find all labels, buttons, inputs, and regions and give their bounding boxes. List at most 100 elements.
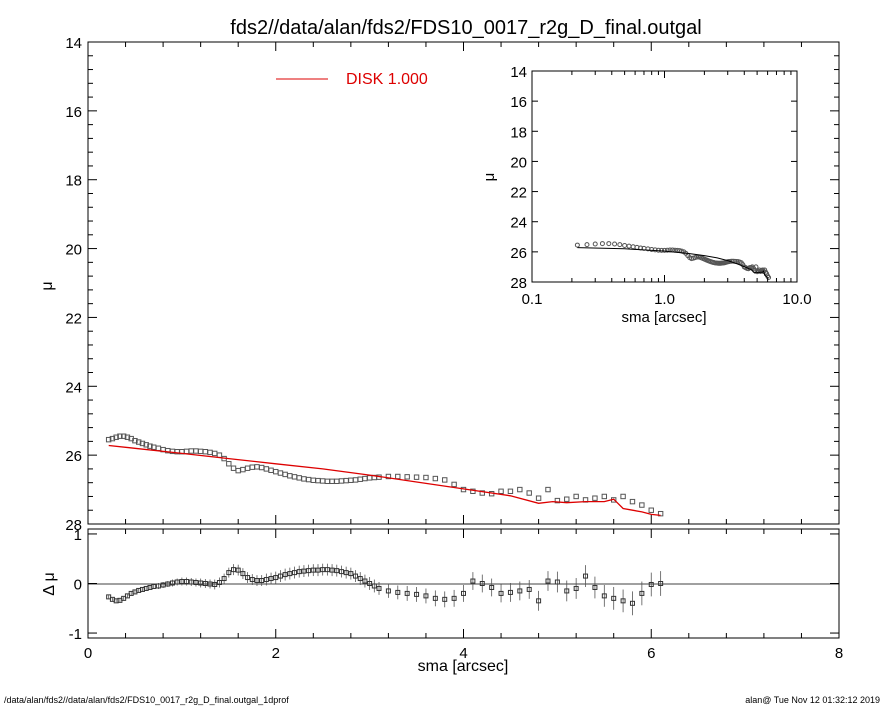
residual-data-point [611, 595, 617, 601]
main-data-point [254, 464, 260, 470]
residual-x-ticks: 0 2 4 6 8 [84, 529, 843, 662]
inset-data-point [662, 247, 667, 253]
inset-y-tick-label: 16 [510, 94, 527, 111]
residual-data-point [432, 595, 438, 601]
main-data-point [212, 450, 218, 457]
main-data-point [240, 466, 246, 473]
inset-y-tick-label: 26 [510, 245, 527, 262]
residual-data-point [207, 581, 213, 587]
residual-data-point [601, 593, 607, 599]
main-data-point [207, 449, 213, 456]
inset-y-tick-label: 24 [510, 215, 527, 232]
residual-data-point [639, 590, 645, 596]
residual-data-point [414, 591, 420, 597]
residual-data-point [301, 568, 307, 574]
residual-data-point [329, 567, 335, 573]
inset-x-ticks: 0.1 1.0 10.0 [522, 71, 812, 308]
main-data-point [479, 490, 485, 496]
main-data-point [498, 488, 504, 494]
residual-data-point [174, 579, 180, 585]
main-data-point [109, 435, 116, 442]
residual-x-tick-label: 0 [84, 645, 92, 662]
inset-data-point [622, 243, 628, 249]
main-data-point [592, 495, 598, 501]
main-data-point [573, 493, 579, 500]
residual-data-point [198, 580, 204, 586]
residual-data-points [106, 563, 664, 616]
main-data-point [230, 465, 237, 471]
residual-data-point [343, 570, 349, 576]
main-data-point [301, 476, 307, 482]
main-data-point [324, 478, 331, 485]
main-data-point [216, 452, 223, 458]
inset-x-axis-label: sma [arcsec] [621, 309, 706, 326]
residual-data-point [554, 579, 560, 585]
residual-data-point [498, 590, 504, 596]
inset-background [532, 71, 797, 282]
residual-data-point [277, 573, 283, 579]
main-data-points [105, 433, 664, 517]
main-data-point [329, 478, 335, 485]
main-data-point [352, 477, 359, 483]
residual-data-point [526, 586, 532, 592]
residual-data-point [507, 589, 513, 595]
residual-y-tick-label: 1 [74, 527, 82, 544]
main-data-point [305, 476, 312, 483]
main-data-point [273, 468, 279, 475]
main-data-point [143, 442, 149, 448]
main-model-curve [108, 444, 661, 517]
residual-data-point [648, 581, 654, 587]
residual-y-tick-label: 0 [74, 577, 82, 594]
inset-x-tick-label: 0.1 [522, 291, 543, 308]
residual-data-point [658, 581, 664, 586]
residual-data-point [376, 585, 382, 591]
main-data-point [334, 478, 340, 485]
inset-x-tick-label: 1.0 [654, 291, 675, 308]
main-data-point [310, 477, 317, 483]
main-data-point [395, 473, 401, 480]
residual-data-point [259, 578, 265, 584]
residual-data-point [155, 583, 161, 589]
main-y-ticks: 14 16 18 20 22 24 26 28 [65, 35, 839, 534]
residual-data-point [296, 569, 302, 575]
residual-data-point [160, 582, 166, 588]
main-data-point [135, 439, 142, 445]
inset-data-point [574, 242, 580, 248]
main-data-point [282, 471, 288, 478]
residual-data-point [226, 570, 232, 576]
inset-x-tick-label: 10.0 [782, 291, 811, 308]
residual-data-point [620, 598, 626, 604]
main-data-point [413, 474, 420, 480]
inset-data-point [606, 241, 612, 247]
inset-y-tick-label: 20 [510, 154, 527, 171]
main-data-point [620, 493, 626, 500]
residual-data-point [385, 588, 391, 594]
residual-data-point [165, 581, 171, 587]
residual-x-tick-label: 2 [272, 645, 280, 662]
residual-data-point [592, 584, 598, 590]
residual-data-point [287, 571, 293, 577]
main-y-tick-label: 24 [65, 379, 82, 396]
main-data-point [139, 440, 146, 447]
main-data-point [564, 496, 570, 502]
main-data-point [338, 478, 345, 484]
residual-y-axis-label: Δ μ [41, 572, 58, 595]
inset-y-axis-label: μ [481, 173, 498, 182]
residual-data-point [461, 590, 466, 596]
residual-data-point [353, 573, 359, 579]
main-data-point [470, 488, 476, 494]
main-y-tick-label: 16 [65, 104, 82, 121]
inset-data-point [753, 264, 759, 270]
residual-data-point [489, 584, 495, 590]
main-data-point [120, 433, 127, 439]
legend-label: DISK 1.000 [346, 71, 428, 88]
residual-data-point [282, 572, 288, 578]
main-data-point [244, 465, 251, 471]
main-data-point [155, 445, 162, 451]
residual-data-point [451, 595, 457, 601]
main-data-point [526, 490, 532, 496]
main-data-point [197, 448, 204, 455]
residual-data-point [338, 569, 344, 575]
residual-data-point [315, 567, 321, 573]
residual-data-point [254, 578, 260, 584]
